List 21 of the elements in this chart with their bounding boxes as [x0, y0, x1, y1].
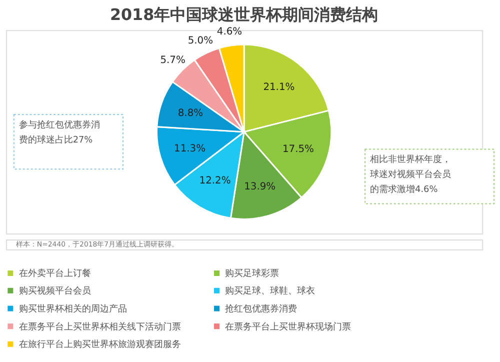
data-label: 5.0% — [188, 36, 214, 47]
legend-label: 购买足球彩票 — [225, 268, 280, 280]
data-label: 8.8% — [178, 108, 204, 120]
legend-label: 在票务平台上买世界杯现场门票 — [225, 321, 352, 332]
data-label: 11.3% — [174, 143, 206, 154]
legend-label: 在外卖平台上订餐 — [18, 268, 91, 280]
legend-label: 在票务平台上买世界杯相关线下活动门票 — [18, 321, 181, 332]
chart-title: 2018年中国球迷世界杯期间消费结构 — [110, 4, 378, 24]
data-label: 5.7% — [160, 55, 186, 66]
data-label: 13.9% — [244, 181, 276, 192]
legend-label: 购买视频平台会员 — [18, 286, 91, 297]
legend-label: 在旅行平台上购买世界杯旅游观赛团服务 — [18, 339, 181, 350]
data-label: 12.2% — [199, 176, 231, 187]
legend-label: 购买世界杯相关的周边产品 — [18, 303, 127, 314]
text: 相比非世界杯年度，球迷对视频平台会员的需求激增4.6% — [370, 154, 452, 195]
data-label: 17.5% — [282, 144, 314, 155]
legend-label: 购买足球、球鞋、球衣 — [225, 286, 316, 297]
text: 参与抢红包优惠券消费的球迷占比27% — [18, 119, 100, 146]
data-label: 21.1% — [263, 82, 295, 94]
legend-label: 抢红包优惠券消费 — [225, 303, 298, 314]
data-label: 4.6% — [216, 26, 242, 38]
